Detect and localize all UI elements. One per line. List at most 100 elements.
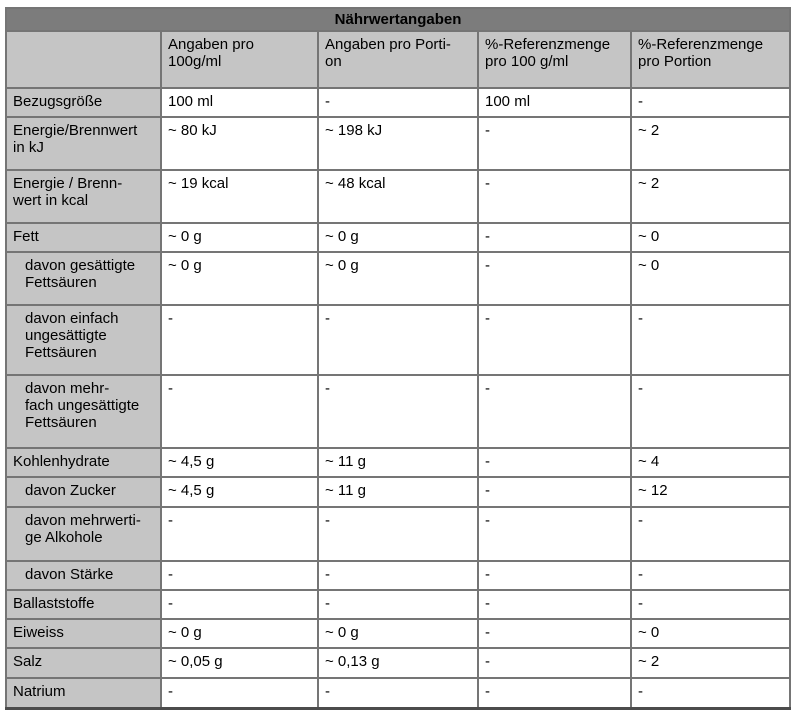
value-cell: ~ 0 <box>629 222 792 253</box>
value-cell: ~ 0 <box>629 251 792 306</box>
row-label: Natrium <box>5 677 162 709</box>
table-row: Energie / Brenn- wert in kcal ~ 19 kcal ~ … <box>5 169 792 224</box>
value-cell: - <box>477 476 632 508</box>
value-cell: - <box>477 506 632 562</box>
row-label: Salz <box>5 647 162 679</box>
table-row: Natrium - - - - <box>5 677 792 709</box>
table-row: Bezugsgröße 100 ml -100 ml - <box>5 87 792 118</box>
value-cell: - <box>629 677 792 709</box>
value-cell: - <box>317 506 479 562</box>
corner-header-cell <box>5 30 162 89</box>
row-label: Kohlenhydrate <box>5 447 162 478</box>
value-cell: ~ 19 kcal <box>160 169 319 224</box>
value-cell: ~ 0 g <box>160 618 319 649</box>
column-header: Angaben pro Porti- on <box>317 30 479 89</box>
value-cell: - <box>477 251 632 306</box>
table-row: davon gesättigte Fettsäuren ~ 0 g ~ 0 g - ~ … <box>5 251 792 306</box>
value-cell: - <box>160 506 319 562</box>
value-cell: ~ 48 kcal <box>317 169 479 224</box>
table-row: davon einfach ungesättigte Fettsäuren - - -… <box>5 304 792 376</box>
value-cell: ~ 0 g <box>160 222 319 253</box>
value-cell: - <box>477 222 632 253</box>
value-cell: ~ 4,5 g <box>160 447 319 478</box>
row-label: davon gesättigte Fettsäuren <box>5 251 162 306</box>
value-cell: - <box>477 374 632 449</box>
value-cell: - <box>477 647 632 679</box>
table-row: Eiweiss ~ 0 g ~ 0 g - ~ 0 <box>5 618 792 649</box>
row-label: Eiweiss <box>5 618 162 649</box>
value-cell: - <box>317 87 479 118</box>
row-label: Energie / Brenn- wert in kcal <box>5 169 162 224</box>
table-row: Fett ~ 0 g ~ 0 g - ~ 0 <box>5 222 792 253</box>
value-cell: - <box>477 560 632 591</box>
value-cell: ~ 0 g <box>160 251 319 306</box>
row-label: davon Stärke <box>5 560 162 591</box>
column-header: %-Referenzmenge pro Portion <box>629 30 792 89</box>
value-cell: 100 ml <box>477 87 632 118</box>
value-cell: ~ 4 <box>629 447 792 478</box>
value-cell: - <box>317 560 479 591</box>
value-cell: ~ 0,05 g <box>160 647 319 679</box>
value-cell: - <box>317 677 479 709</box>
nutrition-table: Nährwertangaben Angaben pro 100g/ml Angab… <box>4 7 792 710</box>
value-cell: - <box>160 677 319 709</box>
value-cell: ~ 0 g <box>317 222 479 253</box>
column-header: %-Referenzmenge pro 100 g/ml <box>477 30 632 89</box>
value-cell: - <box>317 374 479 449</box>
value-cell: ~ 0 g <box>317 251 479 306</box>
value-cell: - <box>629 506 792 562</box>
value-cell: - <box>477 169 632 224</box>
column-header: Angaben pro 100g/ml <box>160 30 319 89</box>
table-row: Salz ~ 0,05 g ~ 0,13 g - ~ 2 <box>5 647 792 679</box>
value-cell: - <box>629 560 792 591</box>
value-cell: - <box>160 560 319 591</box>
table-title: Nährwertangaben <box>4 7 792 32</box>
value-cell: ~ 0 g <box>317 618 479 649</box>
value-cell: ~ 2 <box>629 647 792 679</box>
value-cell: ~ 11 g <box>317 447 479 478</box>
table-row: davon Zucker ~ 4,5 g ~ 11 g - ~ 12 <box>5 476 792 508</box>
value-cell: ~ 0,13 g <box>317 647 479 679</box>
value-cell: - <box>317 589 479 620</box>
table-row: davon mehrwerti- ge Alkohole - - - - <box>5 506 792 562</box>
row-label: Bezugsgröße <box>5 87 162 118</box>
value-cell: - <box>160 589 319 620</box>
table-row: Energie/Brennwert in kJ ~ 80 kJ ~ 198 kJ - ~… <box>5 116 792 171</box>
value-cell: ~ 0 <box>629 618 792 649</box>
value-cell: ~ 198 kJ <box>317 116 479 171</box>
row-label: Energie/Brennwert in kJ <box>5 116 162 171</box>
value-cell: - <box>629 374 792 449</box>
value-cell: - <box>629 304 792 376</box>
row-label: davon mehrwerti- ge Alkohole <box>5 506 162 562</box>
value-cell: - <box>477 116 632 171</box>
value-cell: ~ 11 g <box>317 476 479 508</box>
value-cell: ~ 2 <box>629 116 792 171</box>
table-title-row: Nährwertangaben <box>4 7 792 32</box>
row-label: davon einfach ungesättigte Fettsäuren <box>5 304 162 376</box>
value-cell: - <box>477 304 632 376</box>
row-label: davon mehr- fach ungesättigte Fettsäuren <box>5 374 162 449</box>
value-cell: - <box>317 304 479 376</box>
value-cell: ~ 2 <box>629 169 792 224</box>
value-cell: - <box>160 374 319 449</box>
value-cell: ~ 80 kJ <box>160 116 319 171</box>
value-cell: ~ 4,5 g <box>160 476 319 508</box>
value-cell: - <box>477 589 632 620</box>
value-cell: - <box>629 87 792 118</box>
value-cell: - <box>629 589 792 620</box>
column-header-row: Angaben pro 100g/ml Angaben pro Porti- on… <box>5 30 792 89</box>
table-row: Kohlenhydrate ~ 4,5 g ~ 11 g - ~ 4 <box>5 447 792 478</box>
value-cell: - <box>477 447 632 478</box>
value-cell: ~ 12 <box>629 476 792 508</box>
value-cell: - <box>160 304 319 376</box>
row-label: Fett <box>5 222 162 253</box>
row-label: Ballaststoffe <box>5 589 162 620</box>
value-cell: 100 ml <box>160 87 319 118</box>
table-row: Ballaststoffe - - - - <box>5 589 792 620</box>
table-row: davon mehr- fach ungesättigte Fettsäuren… <box>5 374 792 449</box>
row-label: davon Zucker <box>5 476 162 508</box>
table-row: davon Stärke - - - - <box>5 560 792 591</box>
value-cell: - <box>477 618 632 649</box>
value-cell: - <box>477 677 632 709</box>
